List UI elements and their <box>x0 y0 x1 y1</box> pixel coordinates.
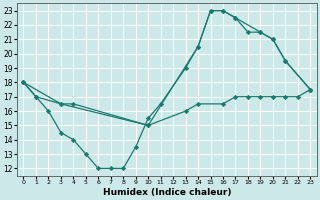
X-axis label: Humidex (Indice chaleur): Humidex (Indice chaleur) <box>103 188 231 197</box>
